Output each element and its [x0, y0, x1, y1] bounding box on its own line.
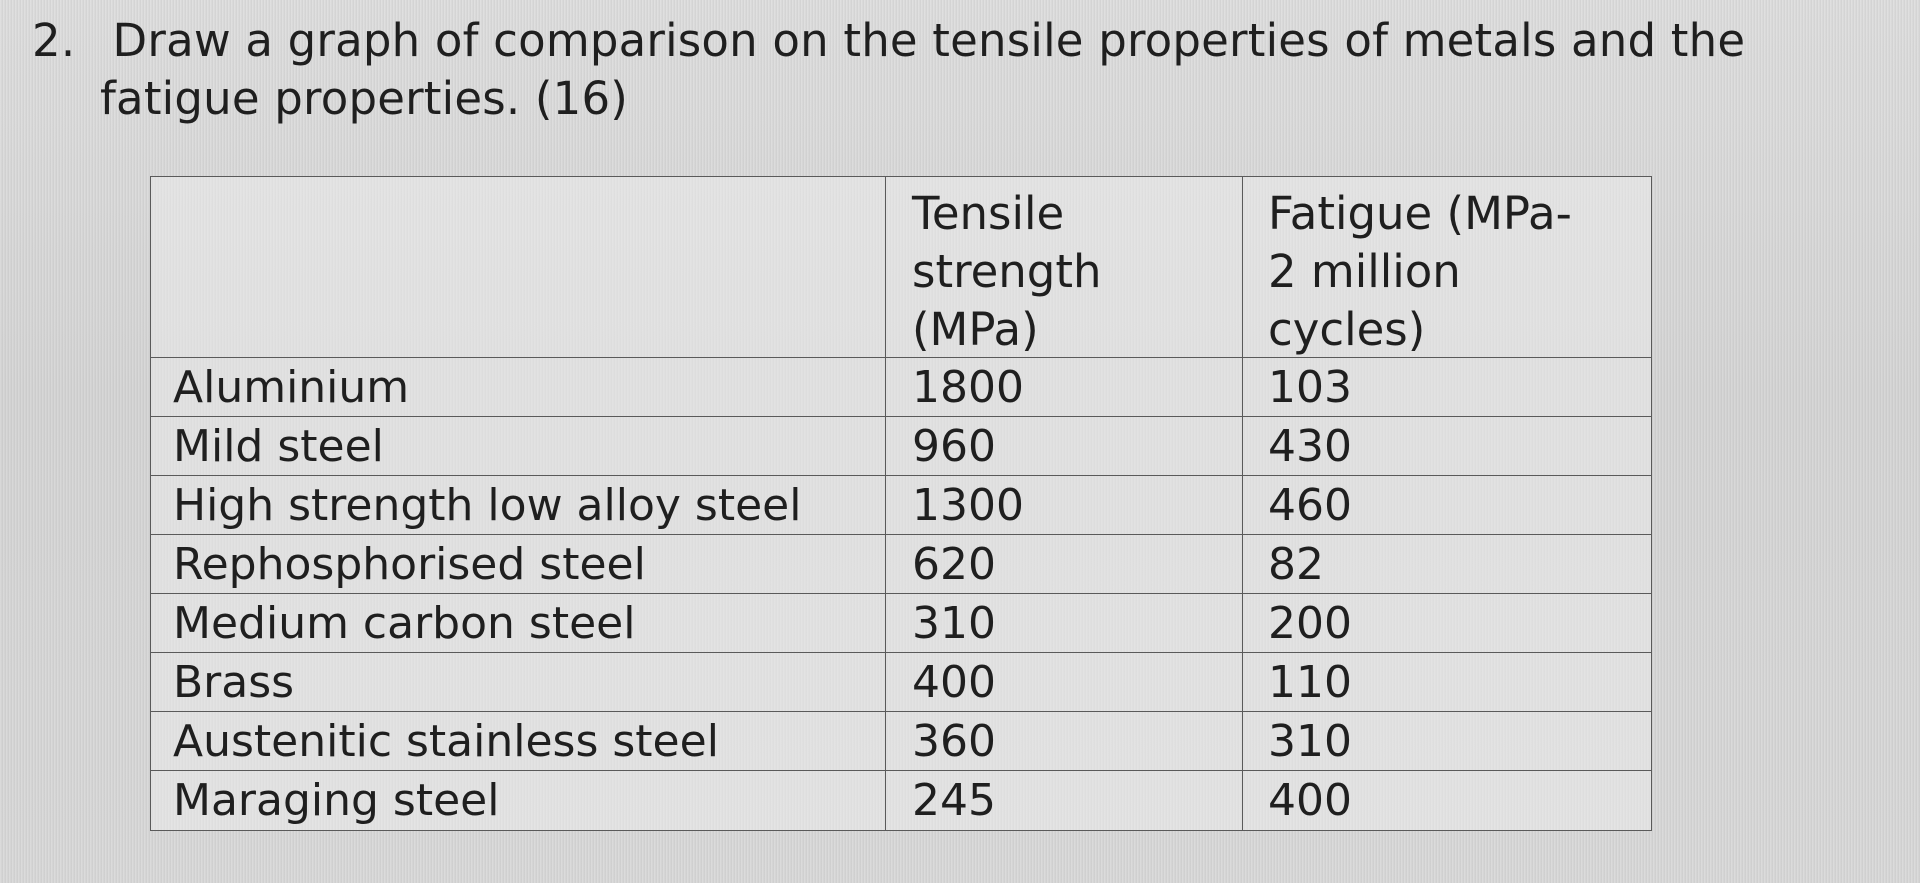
header-fatigue: Fatigue (MPa- 2 million cycles) [1268, 187, 1572, 356]
fatigue-value: 460 [1268, 480, 1352, 531]
fatigue-value: 82 [1268, 539, 1324, 590]
question-text-line-1: Draw a graph of comparison on the tensil… [112, 14, 1746, 67]
table-row: Maraging steel 245 400 [151, 771, 1651, 830]
fatigue-value: 110 [1268, 657, 1352, 708]
metal-name: Austenitic stainless steel [173, 716, 719, 767]
fatigue-value: 103 [1268, 362, 1352, 413]
tensile-value: 400 [912, 657, 996, 708]
fatigue-value: 200 [1268, 598, 1352, 649]
fatigue-value: 430 [1268, 421, 1352, 472]
tensile-value: 310 [912, 598, 996, 649]
question-text-line-2: fatigue properties. (16) [100, 72, 629, 125]
column-divider-tensile [885, 177, 886, 830]
metal-name: Maraging steel [173, 775, 500, 826]
tensile-value: 360 [912, 716, 996, 767]
metal-name: High strength low alloy steel [173, 480, 802, 531]
table-header: Tensile strength (MPa) Fatigue (MPa- 2 m… [151, 177, 1651, 358]
table-row: Austenitic stainless steel 360 310 [151, 712, 1651, 771]
metal-name: Rephosphorised steel [173, 539, 646, 590]
metal-name: Aluminium [173, 362, 410, 413]
tensile-value: 960 [912, 421, 996, 472]
tensile-value: 1300 [912, 480, 1024, 531]
question-number: 2. [32, 14, 76, 67]
properties-table: Tensile strength (MPa) Fatigue (MPa- 2 m… [150, 176, 1652, 831]
metal-name: Medium carbon steel [173, 598, 636, 649]
table-row: High strength low alloy steel 1300 460 [151, 476, 1651, 535]
fatigue-value: 400 [1268, 775, 1352, 826]
column-divider-fatigue [1242, 177, 1243, 830]
table-row: Brass 400 110 [151, 653, 1651, 712]
question-line-1: 2. Draw a graph of comparison on the ten… [32, 12, 1892, 70]
table-row: Mild steel 960 430 [151, 417, 1651, 476]
table-row: Aluminium 1800 103 [151, 358, 1651, 417]
fatigue-value: 310 [1268, 716, 1352, 767]
table-row: Rephosphorised steel 620 82 [151, 535, 1651, 594]
question: 2. Draw a graph of comparison on the ten… [32, 12, 1892, 128]
metal-name: Mild steel [173, 421, 384, 472]
header-tensile-strength: Tensile strength (MPa) [912, 187, 1102, 356]
metal-name: Brass [173, 657, 295, 708]
tensile-value: 1800 [912, 362, 1024, 413]
tensile-value: 620 [912, 539, 996, 590]
tensile-value: 245 [912, 775, 996, 826]
table-row: Medium carbon steel 310 200 [151, 594, 1651, 653]
